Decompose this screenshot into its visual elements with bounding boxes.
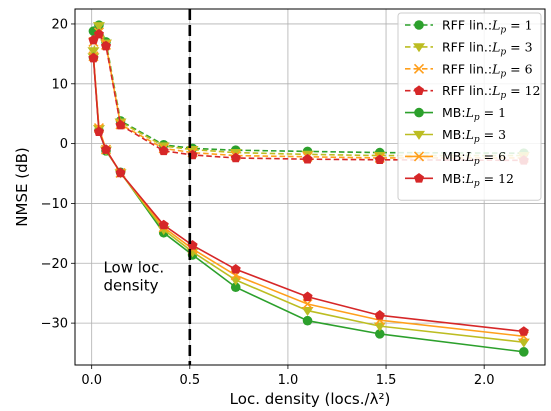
legend-entry: MB:Lp = 1: [405, 105, 506, 123]
data-point: [413, 43, 425, 53]
data-point: [100, 144, 112, 154]
data-point: [88, 52, 99, 63]
legend-entry: RFF lin.:Lp = 6: [405, 61, 533, 79]
data-point: [158, 219, 169, 230]
data-point: [413, 85, 425, 95]
axis-ticks: 0.0 0.5 1.0 1.5 2.0 −30 −20 −10 0 10 20: [41, 17, 495, 388]
legend-entry: MB:Lp = 6: [405, 149, 506, 167]
annotation-line-1: Low loc.: [103, 258, 164, 276]
data-point: [92, 22, 105, 32]
data-point: [374, 154, 385, 165]
y-tick-label: 0: [60, 137, 68, 152]
data-point: [302, 315, 313, 326]
series-line: [92, 58, 524, 333]
series-lines: [87, 9, 530, 365]
legend-label: MB:Lp = 12: [442, 171, 514, 189]
legend-entry: RFF lin.:Lp = 1: [405, 18, 533, 36]
y-axis-label: NMSE (dB): [13, 147, 31, 226]
data-point: [413, 130, 425, 140]
data-point: [87, 47, 100, 57]
legend-label: RFF lin.:Lp = 12: [442, 83, 541, 101]
data-point: [302, 153, 313, 164]
data-point: [93, 28, 104, 39]
legend-label: MB:Lp = 1: [442, 105, 506, 123]
data-point: [517, 338, 530, 348]
data-point: [414, 107, 424, 118]
legend: RFF lin.:Lp = 1 RFF lin.:Lp = 3 RFF lin.:L…: [397, 12, 542, 201]
data-point: [413, 151, 425, 162]
x-tick-label: 0.5: [179, 373, 200, 388]
legend-entry: MB:Lp = 12: [405, 171, 514, 189]
data-point: [230, 152, 241, 163]
y-tick-label: −20: [41, 257, 68, 272]
data-point: [230, 263, 241, 274]
data-point: [374, 329, 385, 339]
data-point: [230, 282, 241, 293]
data-point: [414, 20, 424, 30]
legend-label: MB:Lp = 3: [442, 127, 506, 145]
y-tick-label: −30: [41, 317, 68, 332]
annotation-line-2: density: [103, 276, 158, 294]
data-point: [100, 40, 112, 51]
y-tick-label: −10: [41, 197, 68, 212]
data-point: [519, 347, 529, 357]
plot-frame: [74, 8, 546, 366]
data-point: [158, 145, 169, 156]
data-point: [374, 310, 385, 320]
legend-entry: RFF lin.:Lp = 12: [405, 83, 541, 101]
data-point: [302, 291, 313, 302]
legend-box: [397, 12, 542, 201]
data-point: [518, 326, 529, 336]
legend-label: RFF lin.:Lp = 1: [442, 18, 533, 36]
data-point: [115, 119, 126, 130]
x-tick-label: 1.0: [278, 373, 299, 388]
series-mb-7: [88, 52, 529, 336]
legend-label: MB:Lp = 6: [442, 149, 506, 167]
x-axis-label: Loc. density (locs./λ²): [230, 390, 391, 408]
legend-label: RFF lin.:Lp = 6: [442, 61, 533, 79]
x-tick-label: 0.0: [81, 373, 102, 388]
y-tick-label: 10: [51, 77, 68, 92]
legend-entry: MB:Lp = 3: [405, 127, 506, 145]
data-point: [373, 322, 386, 332]
y-tick-label: 20: [51, 17, 68, 32]
series-line: [92, 32, 524, 162]
legend-entry: RFF lin.:Lp = 3: [405, 39, 533, 57]
legend-label: RFF lin.:Lp = 3: [442, 39, 533, 57]
data-point: [301, 306, 314, 316]
data-point: [93, 126, 104, 136]
data-point: [413, 173, 425, 183]
data-point: [413, 63, 425, 74]
data-point: [115, 167, 126, 178]
x-tick-label: 1.5: [376, 373, 397, 388]
x-tick-label: 2.0: [474, 373, 495, 388]
